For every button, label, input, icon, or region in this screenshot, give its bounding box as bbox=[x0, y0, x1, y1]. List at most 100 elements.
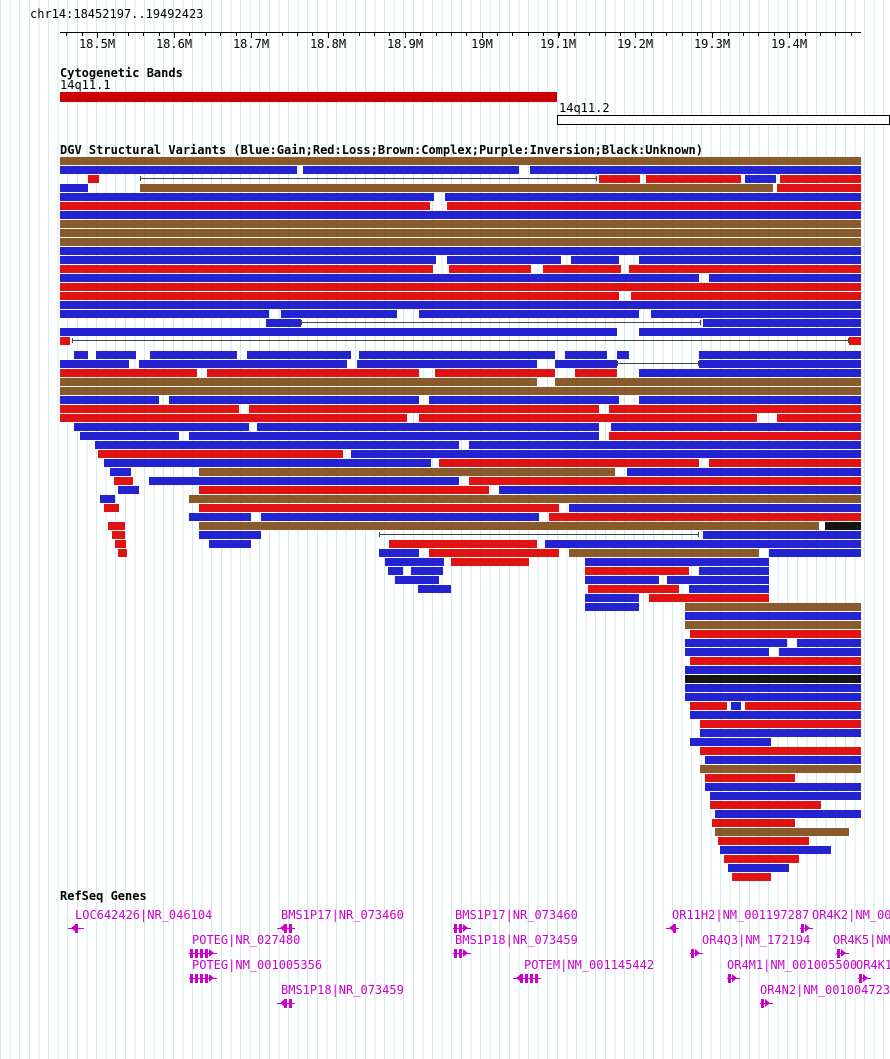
variant-bar[interactable] bbox=[74, 423, 249, 431]
variant-bar[interactable] bbox=[588, 585, 679, 593]
gene-label[interactable]: BMS1P17|NR_073460 bbox=[455, 908, 578, 922]
variant-bar[interactable] bbox=[114, 477, 133, 485]
variant-bar[interactable] bbox=[699, 360, 861, 368]
variant-bar[interactable] bbox=[543, 265, 621, 273]
variant-bar[interactable] bbox=[689, 585, 769, 593]
gene-label[interactable]: OR4M1|NM_001005500 bbox=[727, 958, 858, 972]
variant-bar[interactable] bbox=[629, 265, 861, 273]
gene-glyph[interactable] bbox=[800, 924, 813, 933]
variant-bar[interactable] bbox=[728, 864, 789, 872]
variant-bar[interactable] bbox=[60, 310, 269, 318]
variant-bar[interactable] bbox=[565, 351, 607, 359]
gene-label[interactable]: OR4K5|NM_0 bbox=[833, 933, 890, 947]
variant-bar[interactable] bbox=[150, 351, 237, 359]
variant-bar[interactable] bbox=[705, 774, 795, 782]
variant-bar[interactable] bbox=[199, 468, 615, 476]
variant-bar[interactable] bbox=[690, 657, 861, 665]
variant-bar[interactable] bbox=[639, 256, 861, 264]
variant-bar[interactable] bbox=[60, 337, 70, 345]
variant-bar[interactable] bbox=[705, 783, 861, 791]
variant-bar[interactable] bbox=[140, 184, 773, 192]
variant-bar[interactable] bbox=[445, 193, 861, 201]
variant-bar[interactable] bbox=[104, 504, 119, 512]
variant-bar[interactable] bbox=[724, 855, 799, 863]
variant-bar[interactable] bbox=[651, 310, 861, 318]
variant-connector-line[interactable] bbox=[617, 363, 699, 364]
variant-bar[interactable] bbox=[104, 459, 431, 467]
variant-bar[interactable] bbox=[388, 567, 403, 575]
variant-bar[interactable] bbox=[555, 360, 617, 368]
variant-bar[interactable] bbox=[281, 310, 397, 318]
variant-bar[interactable] bbox=[110, 468, 131, 476]
variant-bar[interactable] bbox=[631, 292, 861, 300]
variant-bar[interactable] bbox=[74, 351, 88, 359]
variant-bar[interactable] bbox=[100, 495, 115, 503]
gene-glyph[interactable] bbox=[666, 924, 679, 933]
variant-bar[interactable] bbox=[646, 175, 741, 183]
gene-label[interactable]: BMS1P18|NR_073459 bbox=[281, 983, 404, 997]
variant-bar[interactable] bbox=[639, 369, 861, 377]
variant-bar[interactable] bbox=[571, 256, 619, 264]
variant-bar[interactable] bbox=[585, 594, 639, 602]
gene-glyph[interactable] bbox=[453, 949, 471, 958]
variant-bar[interactable] bbox=[700, 720, 861, 728]
variant-bar[interactable] bbox=[411, 567, 443, 575]
gene-glyph[interactable] bbox=[727, 974, 740, 983]
gene-label[interactable]: POTEM|NM_001145442 bbox=[524, 958, 655, 972]
variant-bar[interactable] bbox=[357, 360, 537, 368]
variant-bar[interactable] bbox=[447, 202, 861, 210]
variant-bar[interactable] bbox=[779, 648, 861, 656]
variant-bar[interactable] bbox=[499, 486, 861, 494]
variant-connector-line[interactable] bbox=[379, 534, 699, 535]
variant-bar[interactable] bbox=[439, 459, 699, 467]
variant-bar[interactable] bbox=[60, 378, 537, 386]
variant-bar[interactable] bbox=[703, 531, 861, 539]
variant-bar[interactable] bbox=[60, 202, 430, 210]
gene-label[interactable]: POTEG|NM_001005356 bbox=[192, 958, 323, 972]
variant-bar[interactable] bbox=[169, 396, 419, 404]
variant-bar[interactable] bbox=[699, 567, 769, 575]
variant-bar[interactable] bbox=[209, 540, 251, 548]
variant-bar[interactable] bbox=[118, 486, 139, 494]
gene-glyph[interactable] bbox=[68, 924, 84, 933]
variant-bar[interactable] bbox=[60, 405, 239, 413]
variant-bar[interactable] bbox=[419, 310, 639, 318]
variant-bar[interactable] bbox=[115, 540, 126, 548]
variant-bar[interactable] bbox=[685, 693, 861, 701]
variant-bar[interactable] bbox=[60, 247, 861, 255]
variant-bar[interactable] bbox=[419, 414, 757, 422]
variant-bar[interactable] bbox=[435, 369, 555, 377]
variant-bar[interactable] bbox=[549, 513, 861, 521]
variant-bar[interactable] bbox=[60, 166, 297, 174]
variant-bar[interactable] bbox=[585, 576, 659, 584]
variant-bar[interactable] bbox=[60, 184, 88, 192]
variant-bar[interactable] bbox=[112, 531, 125, 539]
variant-bar[interactable] bbox=[709, 459, 861, 467]
variant-bar[interactable] bbox=[685, 603, 861, 611]
variant-bar[interactable] bbox=[207, 369, 419, 377]
variant-bar[interactable] bbox=[60, 238, 861, 246]
variant-bar[interactable] bbox=[447, 256, 561, 264]
variant-bar[interactable] bbox=[825, 522, 861, 530]
variant-bar[interactable] bbox=[769, 549, 861, 557]
gene-glyph[interactable] bbox=[858, 974, 871, 983]
variant-bar[interactable] bbox=[189, 432, 599, 440]
variant-bar[interactable] bbox=[690, 738, 771, 746]
gene-label[interactable]: POTEG|NR_027480 bbox=[192, 933, 301, 947]
gene-label[interactable]: LOC642426|NR_046104 bbox=[75, 908, 213, 922]
variant-bar[interactable] bbox=[685, 612, 861, 620]
variant-bar[interactable] bbox=[639, 328, 861, 336]
variant-bar[interactable] bbox=[118, 549, 127, 557]
variant-bar[interactable] bbox=[379, 549, 419, 557]
variant-bar[interactable] bbox=[149, 477, 459, 485]
variant-bar[interactable] bbox=[575, 369, 617, 377]
variant-bar[interactable] bbox=[60, 396, 159, 404]
gene-glyph[interactable] bbox=[277, 924, 295, 933]
variant-bar[interactable] bbox=[60, 360, 129, 368]
variant-bar[interactable] bbox=[359, 351, 555, 359]
variant-bar[interactable] bbox=[780, 175, 861, 183]
variant-bar[interactable] bbox=[108, 522, 125, 530]
variant-bar[interactable] bbox=[745, 702, 861, 710]
variant-bar[interactable] bbox=[395, 576, 439, 584]
variant-bar[interactable] bbox=[199, 522, 819, 530]
